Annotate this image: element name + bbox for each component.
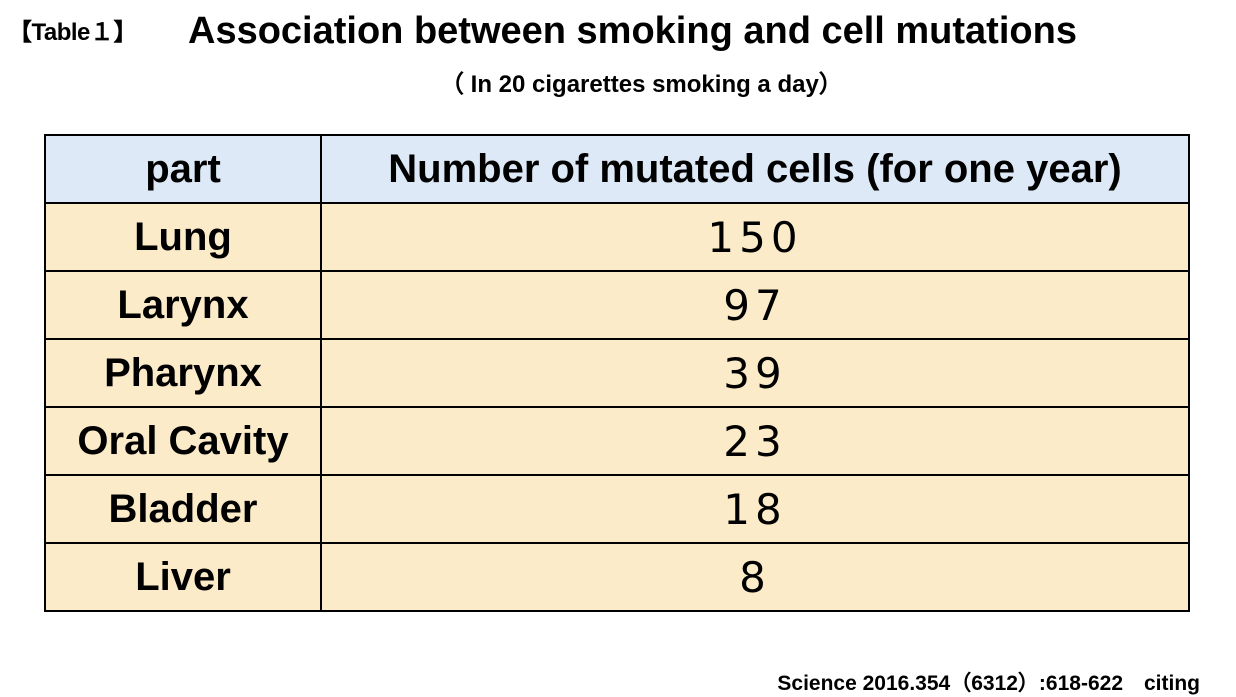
row-value-cell: 39 xyxy=(320,338,1190,408)
table-label: 【Table１】 xyxy=(8,19,137,46)
row-part-cell: Bladder xyxy=(44,474,322,544)
row-part-cell: Liver xyxy=(44,542,322,612)
page-subtitle: （ In 20 cigarettes smoking a day） xyxy=(440,71,843,98)
row-part-cell: Lung xyxy=(44,202,322,272)
table-row: Liver 8 xyxy=(44,542,1190,612)
row-value-cell: 8 xyxy=(320,542,1190,612)
row-value-cell: 23 xyxy=(320,406,1190,476)
row-value-cell: 18 xyxy=(320,474,1190,544)
table-row: Pharynx 39 xyxy=(44,338,1190,408)
column-header-count: Number of mutated cells (for one year) xyxy=(320,134,1190,204)
table-header-row: part Number of mutated cells (for one ye… xyxy=(44,134,1190,204)
source-citation: Science 2016.354（6312）:618-622 citing xyxy=(777,672,1200,695)
column-header-part: part xyxy=(44,134,322,204)
table-row: Oral Cavity 23 xyxy=(44,406,1190,476)
mutation-table: part Number of mutated cells (for one ye… xyxy=(44,134,1190,612)
table-row: Bladder 18 xyxy=(44,474,1190,544)
table-row: Larynx 97 xyxy=(44,270,1190,340)
row-part-cell: Oral Cavity xyxy=(44,406,322,476)
row-part-cell: Larynx xyxy=(44,270,322,340)
page-title: Association between smoking and cell mut… xyxy=(188,10,1077,52)
row-value-cell: 150 xyxy=(320,202,1190,272)
row-value-cell: 97 xyxy=(320,270,1190,340)
row-part-cell: Pharynx xyxy=(44,338,322,408)
table-row: Lung 150 xyxy=(44,202,1190,272)
